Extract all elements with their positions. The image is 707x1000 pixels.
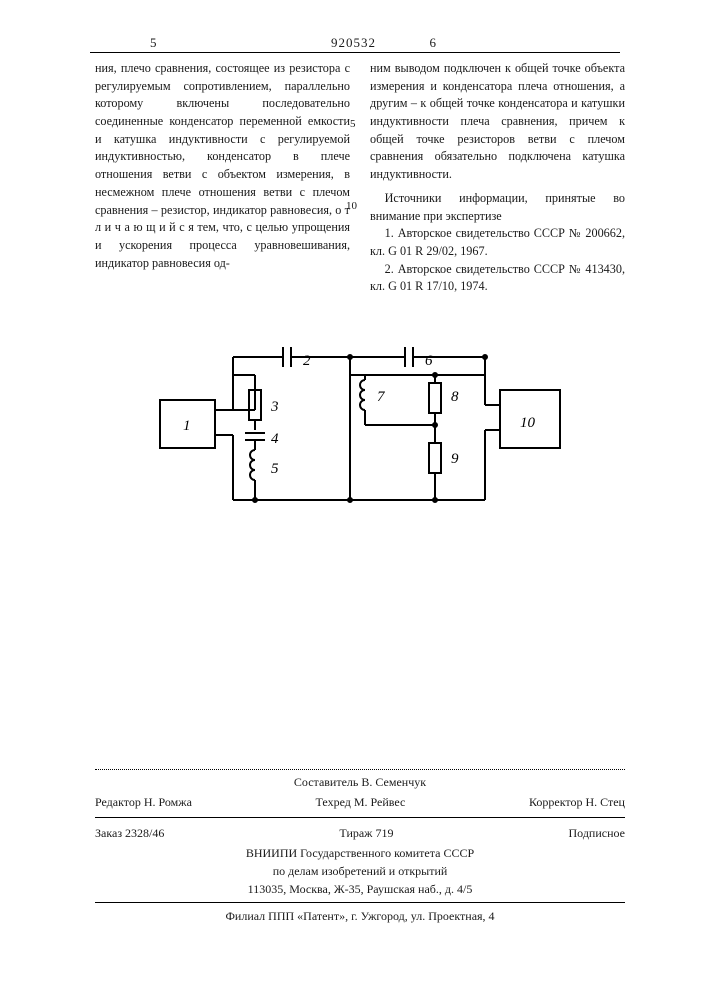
order: Заказ 2328/46 — [95, 824, 164, 842]
dot-rule-1 — [95, 769, 625, 770]
document-number: 920532 — [331, 35, 376, 51]
node-2-label: 2 — [303, 353, 311, 369]
node-4-label: 4 — [271, 431, 279, 447]
footer-rule-2 — [95, 902, 625, 903]
node-3-label: 3 — [270, 399, 279, 415]
patent-page: 5 920532 6 ния, плечо сравнения, состоящ… — [0, 0, 707, 1000]
line-mark-10: 10 — [346, 200, 357, 212]
node-5-label: 5 — [271, 461, 279, 477]
ref-title: Источники информации, принятые во вниман… — [370, 190, 625, 225]
address: 113035, Москва, Ж-35, Раушская наб., д. … — [95, 880, 625, 898]
right-text-main: ним выводом подключен к общей точке объе… — [370, 60, 625, 184]
references: Источники информации, принятые во вниман… — [370, 190, 625, 296]
left-column: ния, плечо сравнения, состоящее из резис… — [95, 60, 350, 296]
circuit-diagram: 1 10 2 3 4 5 6 7 8 9 — [155, 330, 565, 530]
corrector: Корректор Н. Стец — [529, 793, 625, 811]
page-num-right: 6 — [430, 35, 438, 51]
compiler: Составитель В. Семенчук — [294, 775, 426, 789]
ref-2: 2. Авторское свидетельство СССР № 413430… — [370, 261, 625, 296]
block-10-label: 10 — [520, 415, 536, 431]
footer-rule-1 — [95, 817, 625, 818]
body-columns: ния, плечо сравнения, состоящее из резис… — [95, 60, 625, 296]
page-num-left: 5 — [150, 35, 158, 51]
header-rule — [90, 52, 620, 53]
node-6-label: 6 — [425, 353, 433, 369]
filial: Филиал ППП «Патент», г. Ужгород, ул. Про… — [225, 909, 494, 923]
page-header: 5 920532 6 — [0, 35, 707, 51]
circuit-svg: 1 10 2 3 4 5 6 7 8 9 — [155, 330, 565, 530]
node-8-label: 8 — [451, 389, 459, 405]
line-mark-5: 5 — [350, 118, 356, 130]
node-7-label: 7 — [377, 389, 386, 405]
left-text: ния, плечо сравнения, состоящее из резис… — [95, 60, 350, 272]
org-line-1: ВНИИПИ Государственного комитета СССР — [95, 844, 625, 862]
org-line-2: по делам изобретений и открытий — [95, 862, 625, 880]
block-1-label: 1 — [183, 418, 191, 434]
editor: Редактор Н. Ромжа — [95, 793, 192, 811]
colophon: Составитель В. Семенчук Редактор Н. Ромж… — [95, 766, 625, 925]
podpis: Подписное — [569, 824, 626, 842]
right-column: ним выводом подключен к общей точке объе… — [370, 60, 625, 296]
node-9-label: 9 — [451, 451, 459, 467]
ref-1: 1. Авторское свидетельство СССР № 200662… — [370, 225, 625, 260]
tirazh: Тираж 719 — [339, 824, 393, 842]
techred: Техред М. Рейвес — [316, 793, 406, 811]
